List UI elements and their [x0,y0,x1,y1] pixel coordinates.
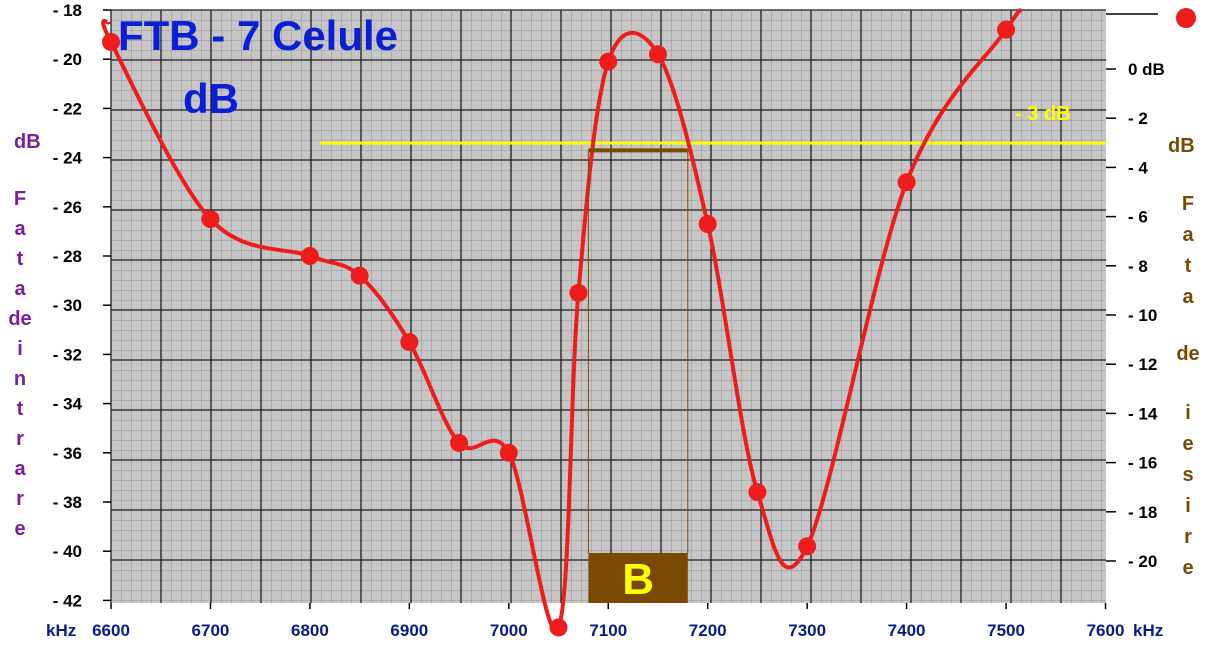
x-tick-label: 6900 [390,621,428,640]
x-tick-label: 7500 [987,621,1025,640]
axis-layer: - 18 - 20 - 22 - 24 - 26 - 28 - 30 - 32 - 34 - 36… [8,1,1199,640]
left-axis-label-char: i [17,338,23,360]
left-axis-label-char: t [17,398,24,420]
data-point [450,433,469,452]
data-point [350,266,369,285]
right-tick-label: - 18 [1128,503,1157,522]
left-tick-label: - 42 [53,591,82,610]
series-layer [101,8,1023,637]
left-tick-label: - 18 [53,1,82,20]
x-axis-unit-right: kHz [1133,621,1163,640]
right-axis-label-char: t [1185,255,1192,277]
right-tick-label: - 4 [1128,158,1148,177]
data-point [569,283,588,302]
data-point [499,443,518,462]
data-point [648,45,667,64]
left-axis-label-char: n [14,368,26,390]
chart-title: FTB - 7 Celule [118,12,398,59]
x-tick-label: 7300 [788,621,826,640]
data-point [599,52,618,71]
right-tick-label: 0 dB [1128,60,1165,79]
data-point [748,483,767,502]
right-axis-label-char: a [1182,286,1194,308]
left-tick-label: - 26 [53,198,82,217]
left-axis-label-char: de [8,308,31,330]
x-tick-label: 6600 [92,621,130,640]
x-axis-unit-left: kHz [46,621,76,640]
left-axis-label-char: F [14,188,26,210]
right-tick-label: - 10 [1128,306,1157,325]
bandwidth-label: B [622,555,654,604]
left-axis-label-char: r [16,428,24,450]
right-tick-label: - 16 [1128,454,1157,473]
right-tick-label: - 2 [1128,109,1148,128]
left-tick-label: - 40 [53,542,82,561]
right-axis-label-char: a [1182,224,1194,246]
right-axis-label-char: de [1176,343,1199,365]
bandwidth-box [588,553,688,603]
left-axis-label-char: t [17,248,24,270]
data-point [300,247,319,265]
x-tick-label: 7600 [1087,621,1125,640]
right-axis-label-char: e [1182,433,1193,455]
left-axis-label-char: a [14,278,26,300]
plot-minor-grid [111,10,1106,603]
left-tick-label: - 32 [53,345,82,364]
x-tick-label: 7000 [490,621,528,640]
x-tick-label: 7200 [689,621,727,640]
right-tick-label: - 20 [1128,552,1157,571]
right-axis-label-char: s [1182,464,1193,486]
left-axis-label-char: a [14,458,26,480]
chart-title-unit: dB [183,75,239,122]
bandwidth-layer: B [587,148,689,604]
left-tick-label: - 36 [53,444,82,463]
left-tick-label: - 34 [53,395,83,414]
left-tick-label: - 38 [53,493,82,512]
left-tick-label: - 28 [53,247,82,266]
x-tick-label: 7400 [888,621,926,640]
data-point [549,618,568,637]
right-tick-label: - 8 [1128,257,1148,276]
right-axis-label-char: F [1182,193,1194,215]
x-tick-label: 6700 [192,621,230,640]
legend-marker [1176,8,1196,28]
left-axis-label-char: e [14,518,25,540]
data-point [698,215,717,234]
data-point [400,333,419,352]
data-point [897,173,916,192]
left-tick-label: - 22 [53,99,82,118]
left-tick-label: - 20 [53,50,82,69]
x-tick-label: 7100 [589,621,627,640]
right-axis-label-char: e [1182,557,1193,579]
right-axis-label-char: i [1185,402,1191,424]
data-point [798,537,817,556]
data-point [201,210,220,229]
right-axis-label-char: i [1185,495,1191,517]
data-point [102,32,120,51]
left-axis-label-char: r [16,488,24,510]
reference-layer: - 3 dB [319,103,1106,145]
left-axis-unit: dB [14,131,41,153]
x-tick-label: 6800 [291,621,329,640]
right-tick-label: - 12 [1128,355,1157,374]
right-axis-label-char: r [1184,526,1192,548]
left-axis-label-char: a [14,218,26,240]
right-tick-label: - 6 [1128,208,1148,227]
left-tick-label: - 24 [53,149,83,168]
reference-line-label: - 3 dB [1015,103,1071,125]
data-point [997,20,1016,39]
right-tick-label: - 14 [1128,404,1158,423]
right-axis-unit: dB [1168,135,1195,157]
left-tick-label: - 30 [53,296,82,315]
